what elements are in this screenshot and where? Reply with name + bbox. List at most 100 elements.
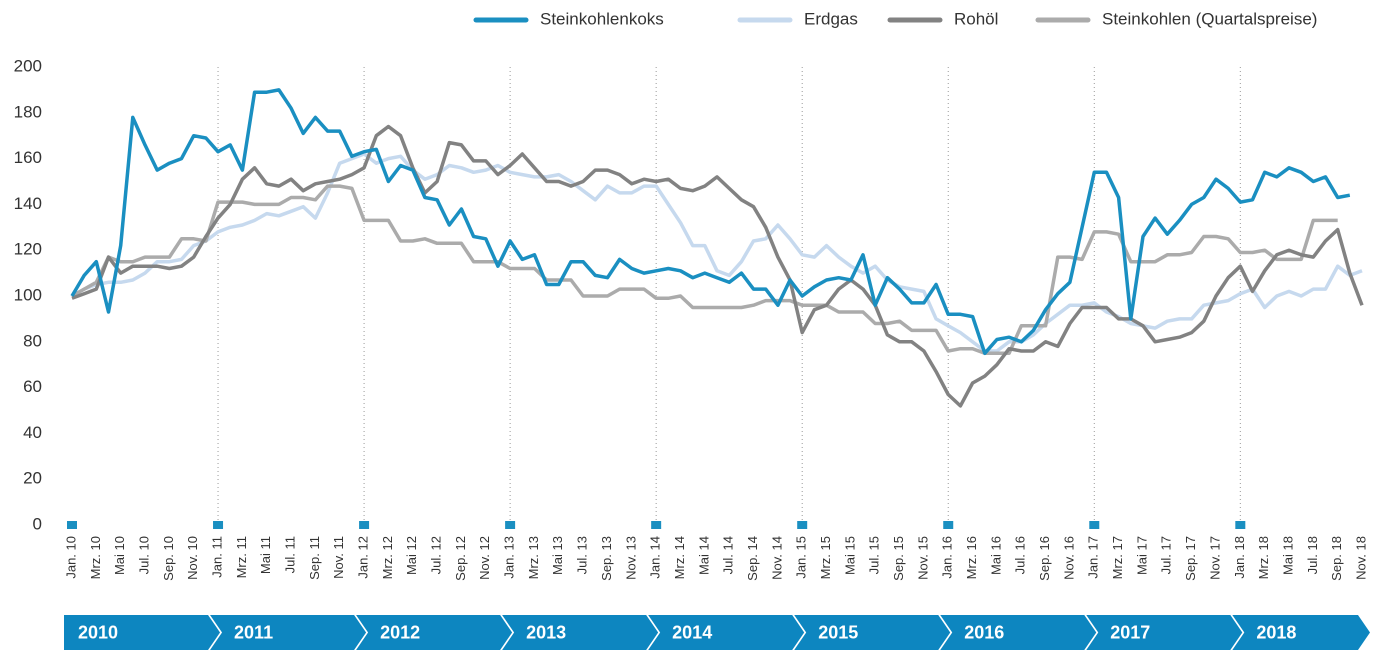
year-band <box>210 615 367 650</box>
year-marker <box>67 521 77 529</box>
x-tick-label: Jan. 16 <box>940 536 955 579</box>
year-label: 2015 <box>818 622 858 642</box>
year-band <box>794 615 951 650</box>
x-tick-label: Jul. 13 <box>575 536 590 574</box>
x-tick-label: Mai 16 <box>988 536 1003 575</box>
legend-item: Steinkohlen (Quartalspreise) <box>1035 9 1317 28</box>
legend-item: Steinkohlenkoks <box>473 9 664 28</box>
x-tick-label: Sep. 17 <box>1183 536 1198 581</box>
y-tick-label: 80 <box>23 331 42 350</box>
year-label: 2011 <box>234 622 273 642</box>
year-marker <box>1089 521 1100 529</box>
x-tick-label: Jul. 14 <box>721 536 736 574</box>
y-tick-label: 160 <box>14 148 42 167</box>
y-tick-label: 180 <box>14 102 42 121</box>
x-tick-label: Sep. 18 <box>1329 536 1344 581</box>
year-marker <box>359 521 370 529</box>
x-tick-label: Jan. 12 <box>356 536 371 579</box>
x-tick-label: Jan. 17 <box>1086 536 1101 579</box>
x-tick-label: Nov. 18 <box>1353 536 1368 580</box>
y-tick-label: 60 <box>23 377 42 396</box>
year-marker <box>1235 521 1246 529</box>
year-band <box>356 615 513 650</box>
x-tick-label: Nov. 14 <box>769 536 784 580</box>
x-tick-label: Jul. 16 <box>1013 536 1028 574</box>
x-tick-label: Sep. 11 <box>307 536 322 580</box>
x-tick-label: Mai 17 <box>1134 536 1149 575</box>
year-band <box>64 615 221 650</box>
x-tick-label: Mai 12 <box>404 536 419 575</box>
x-tick-label: Nov. 17 <box>1207 536 1222 580</box>
year-marker <box>943 521 954 529</box>
year-marker <box>797 521 808 529</box>
x-tick-label: Nov. 13 <box>623 536 638 580</box>
x-tick-label: Sep. 14 <box>745 536 760 581</box>
y-tick-label: 100 <box>14 285 42 304</box>
x-tick-label: Sep. 16 <box>1037 536 1052 581</box>
x-tick-label: Sep. 10 <box>161 536 176 581</box>
y-tick-label: 120 <box>14 240 42 259</box>
x-tick-label: Mrz. 15 <box>818 536 833 579</box>
x-tick-label: Sep. 15 <box>891 536 906 581</box>
year-band <box>502 615 659 650</box>
series-line <box>70 88 1351 356</box>
series-line <box>71 124 1364 408</box>
legend-item: Erdgas <box>737 9 858 28</box>
x-tick-label: Mrz. 13 <box>526 536 541 579</box>
x-tick-label: Jan. 15 <box>794 536 809 579</box>
x-tick-label: Mrz. 10 <box>88 536 103 579</box>
year-band <box>940 615 1097 650</box>
legend-label: Rohöl <box>954 9 998 28</box>
year-marker <box>651 521 662 529</box>
x-tick-label: Nov. 10 <box>185 536 200 580</box>
y-tick-label: 140 <box>14 194 42 213</box>
x-tick-label: Jul. 10 <box>136 536 151 574</box>
x-tick-label: Sep. 13 <box>599 536 614 581</box>
year-label: 2018 <box>1256 622 1296 642</box>
series-line <box>71 152 1363 353</box>
year-band <box>648 615 805 650</box>
x-tick-label: Jul. 18 <box>1305 536 1320 574</box>
x-tick-label: Jul. 17 <box>1159 536 1174 574</box>
year-marker <box>505 521 516 529</box>
x-tick-label: Jul. 12 <box>429 536 444 574</box>
x-tick-label: Mrz. 18 <box>1256 536 1271 579</box>
x-tick-label: Mrz. 16 <box>964 536 979 579</box>
legend-item: Rohöl <box>887 9 998 28</box>
year-label: 2012 <box>380 622 420 642</box>
x-tick-label: Jul. 15 <box>867 536 882 574</box>
y-tick-label: 200 <box>14 56 42 75</box>
x-tick-label: Mai 10 <box>112 536 127 575</box>
year-band <box>1232 615 1370 650</box>
legend-label: Steinkohlenkoks <box>540 9 664 28</box>
x-tick-label: Nov. 15 <box>915 536 930 580</box>
year-band <box>1086 615 1243 650</box>
x-tick-label: Mrz. 17 <box>1110 536 1125 579</box>
x-tick-label: Jan. 14 <box>648 536 663 579</box>
year-label: 2013 <box>526 622 566 642</box>
x-tick-label: Nov. 11 <box>331 536 346 579</box>
x-tick-label: Mrz. 14 <box>672 536 687 579</box>
legend-label: Steinkohlen (Quartalspreise) <box>1102 9 1317 28</box>
x-tick-label: Mrz. 11 <box>234 536 249 578</box>
x-tick-label: Jan. 13 <box>502 536 517 579</box>
y-tick-label: 0 <box>33 514 42 533</box>
x-tick-label: Nov. 12 <box>477 536 492 580</box>
x-tick-label: Jan. 18 <box>1232 536 1247 579</box>
series-line <box>71 184 1338 356</box>
x-tick-label: Mai 13 <box>550 536 565 575</box>
year-label: 2016 <box>964 622 1004 642</box>
x-tick-label: Jan. 10 <box>63 536 78 579</box>
year-label: 2010 <box>78 622 118 642</box>
y-tick-label: 40 <box>23 423 42 442</box>
x-tick-label: Nov. 16 <box>1061 536 1076 580</box>
x-tick-label: Mai 18 <box>1280 536 1295 575</box>
x-tick-label: Mai 15 <box>842 536 857 575</box>
x-tick-label: Mai 11 <box>258 536 273 574</box>
legend-label: Erdgas <box>804 9 858 28</box>
y-tick-label: 20 <box>23 469 42 488</box>
year-label: 2014 <box>672 622 712 642</box>
x-tick-label: Jan. 11 <box>209 536 224 578</box>
x-tick-label: Jul. 11 <box>282 536 297 573</box>
